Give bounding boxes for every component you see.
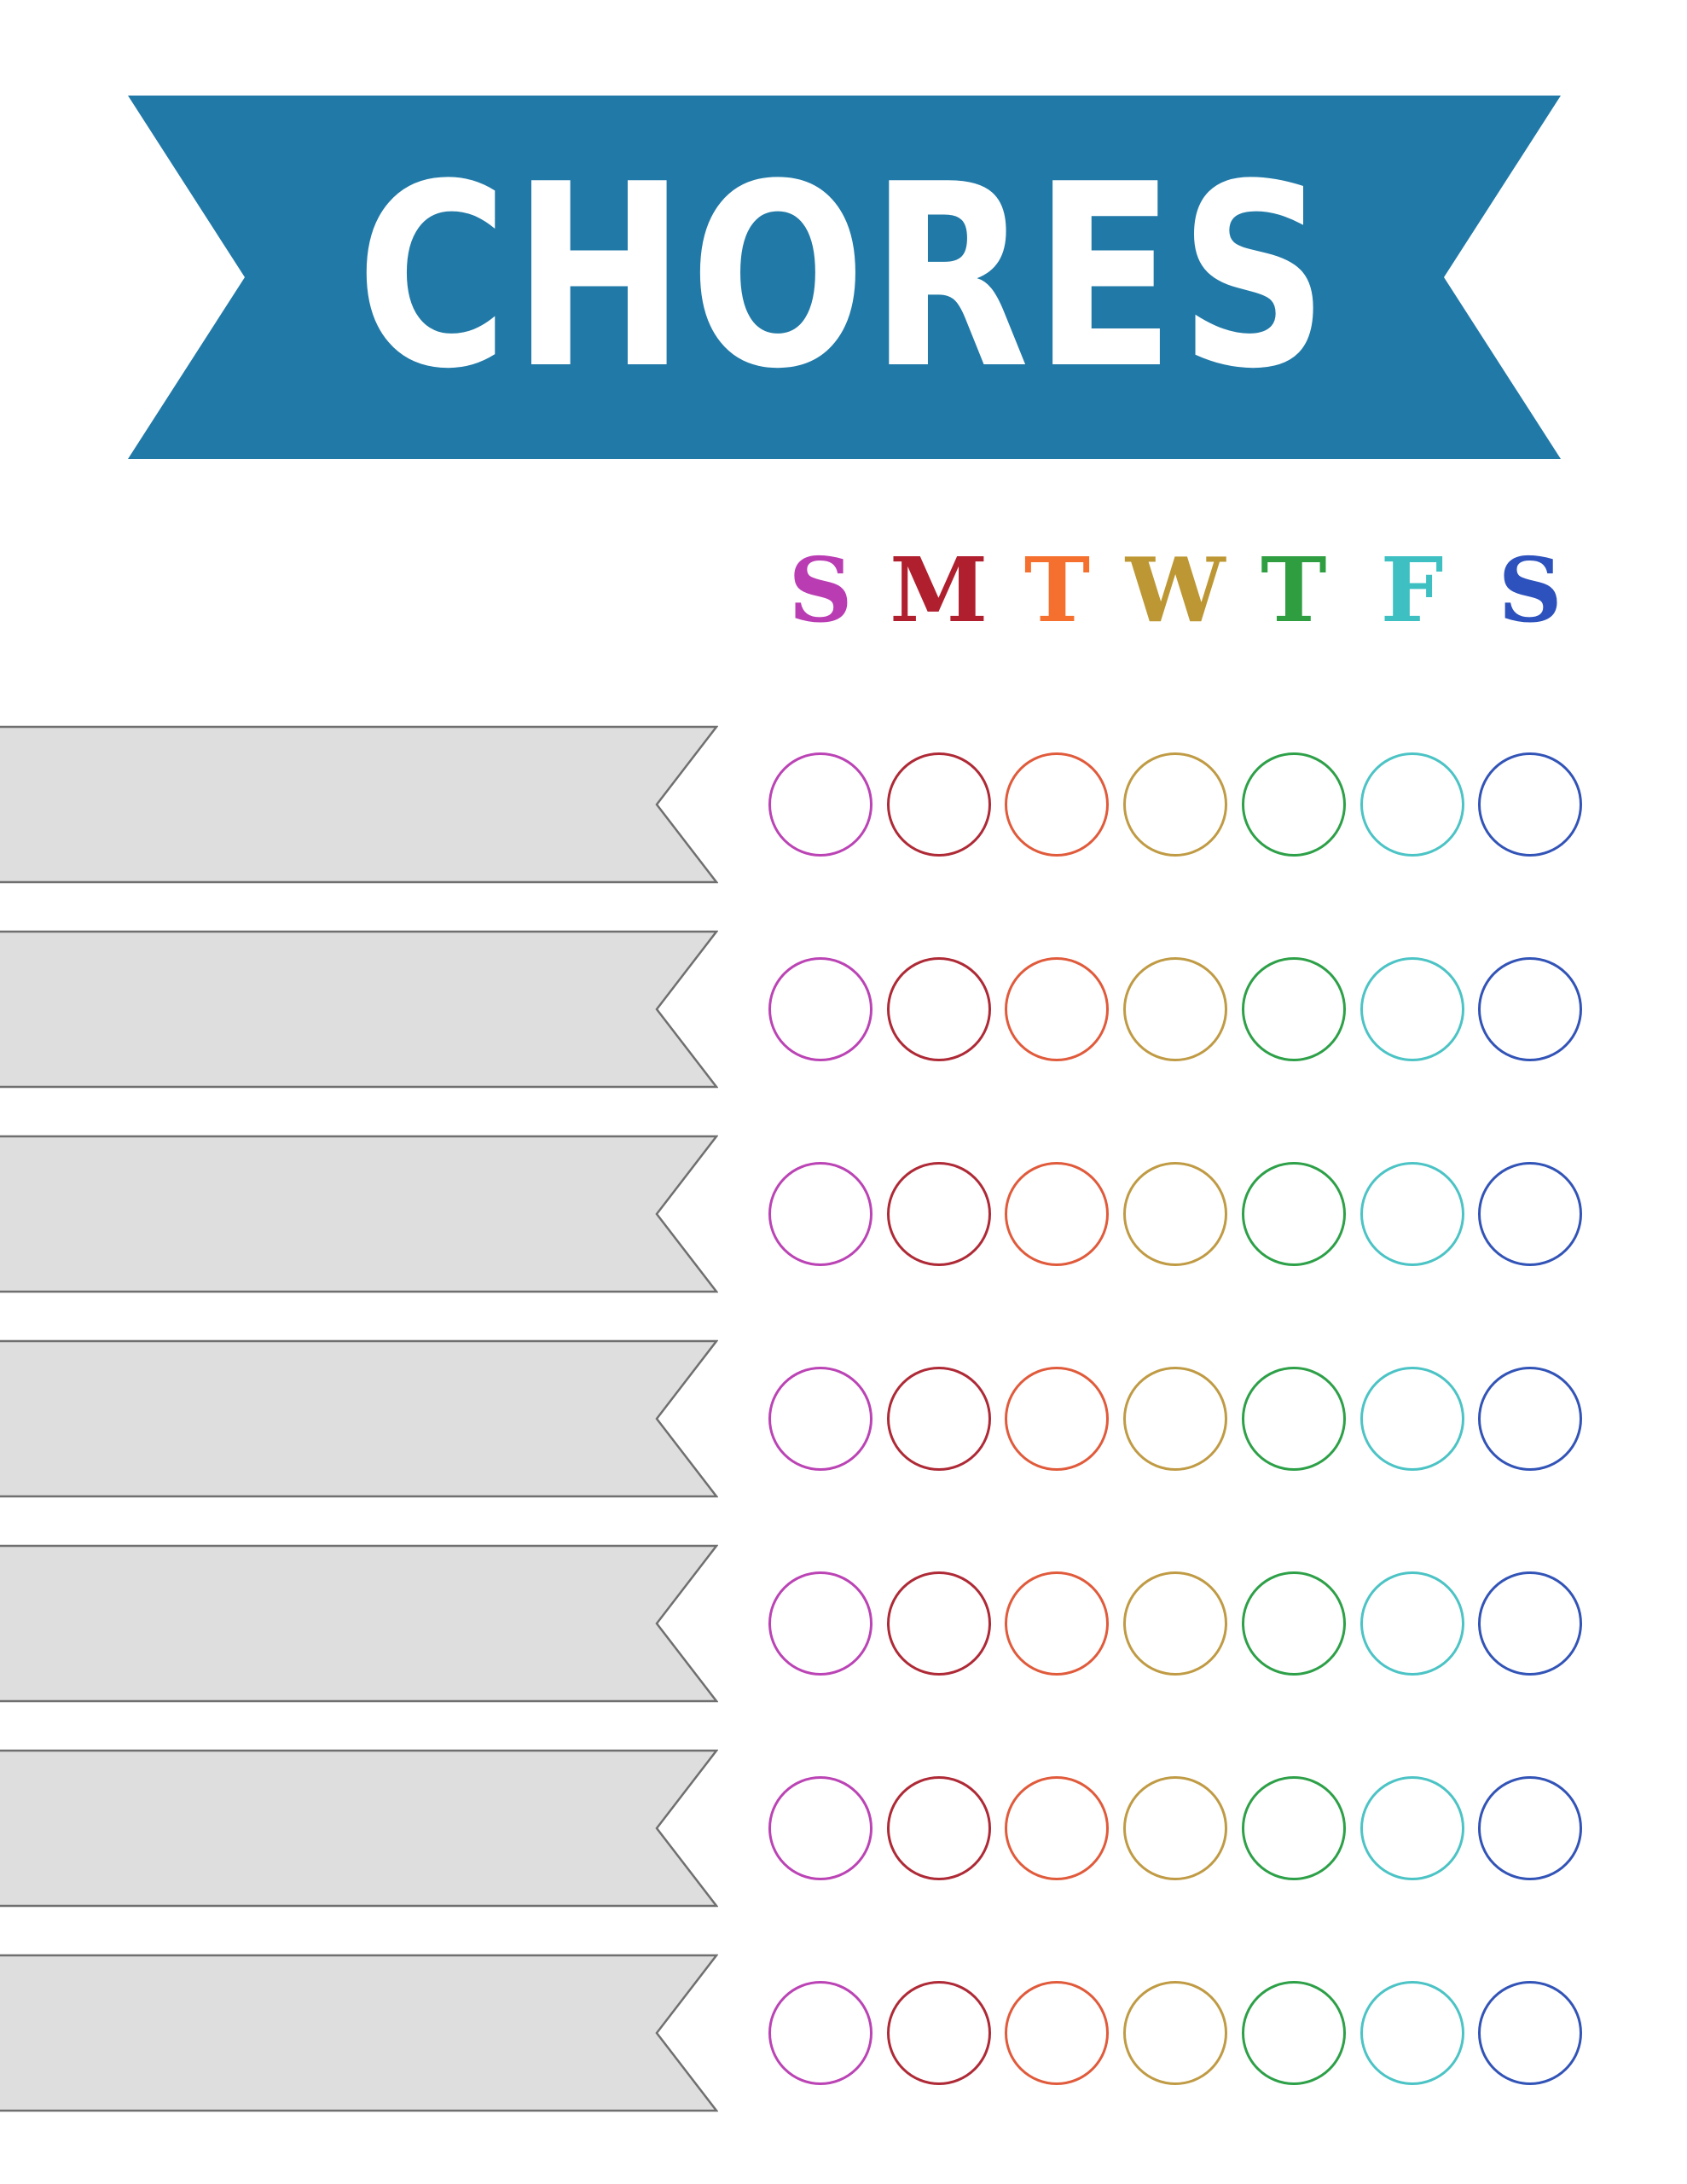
chore-circle-r1-monday[interactable] (886, 752, 991, 857)
chore-circle-r3-wednesday[interactable] (1123, 1162, 1228, 1266)
title-ribbon (128, 96, 1561, 459)
chore-name-field[interactable] (0, 1135, 718, 1293)
chore-circle-r6-wednesday[interactable] (1123, 1776, 1228, 1880)
chore-circle-r7-wednesday[interactable] (1123, 1981, 1228, 2085)
chore-circle-r2-monday[interactable] (886, 957, 991, 1061)
chore-circle-r7-tuesday[interactable] (1005, 1981, 1110, 2085)
chore-circle-r6-tuesday[interactable] (1005, 1776, 1110, 1880)
chore-circle-r2-wednesday[interactable] (1123, 957, 1228, 1061)
chore-circle-r3-thursday[interactable] (1241, 1162, 1346, 1266)
chore-name-field[interactable] (0, 1954, 718, 2112)
chore-circle-r6-friday[interactable] (1359, 1776, 1464, 1880)
chore-circle-r2-friday[interactable] (1359, 957, 1464, 1061)
chore-circle-r5-friday[interactable] (1359, 1571, 1464, 1676)
chore-circle-r4-saturday[interactable] (1478, 1367, 1583, 1471)
chore-circle-r4-thursday[interactable] (1241, 1367, 1346, 1471)
chore-circle-r1-friday[interactable] (1359, 752, 1464, 857)
chore-name-ribbon-shape (0, 1135, 718, 1293)
chore-circle-r1-saturday[interactable] (1478, 752, 1583, 857)
chore-circle-r7-sunday[interactable] (768, 1981, 872, 2085)
chore-circle-r1-thursday[interactable] (1241, 752, 1346, 857)
day-letter-saturday: S (1498, 537, 1562, 642)
chore-circle-r7-friday[interactable] (1359, 1981, 1464, 2085)
chore-circle-r4-wednesday[interactable] (1123, 1367, 1228, 1471)
chore-circle-r6-saturday[interactable] (1478, 1776, 1583, 1880)
chore-circle-r3-tuesday[interactable] (1005, 1162, 1110, 1266)
day-letter-monday: M (890, 537, 988, 642)
chore-name-ribbon-shape (0, 1339, 718, 1498)
chore-circle-r1-sunday[interactable] (768, 752, 872, 857)
day-letter-tuesday: T (1023, 537, 1091, 642)
chore-circle-r3-friday[interactable] (1359, 1162, 1464, 1266)
chore-name-ribbon-shape (0, 725, 718, 884)
chore-circle-r2-sunday[interactable] (768, 957, 872, 1061)
chore-name-field[interactable] (0, 930, 718, 1089)
chore-circle-r2-thursday[interactable] (1241, 957, 1346, 1061)
day-letter-thursday: T (1261, 537, 1327, 642)
chore-name-field[interactable] (0, 725, 718, 884)
chore-circle-r5-wednesday[interactable] (1123, 1571, 1228, 1676)
chore-circle-r6-thursday[interactable] (1241, 1776, 1346, 1880)
chore-circle-r3-saturday[interactable] (1478, 1162, 1583, 1266)
chore-name-field[interactable] (0, 1544, 718, 1703)
day-letter-sunday: S (788, 537, 853, 642)
chore-circle-r4-sunday[interactable] (768, 1367, 872, 1471)
chore-circle-r2-tuesday[interactable] (1005, 957, 1110, 1061)
chore-name-ribbon-shape (0, 1749, 718, 1908)
chore-circle-r5-thursday[interactable] (1241, 1571, 1346, 1676)
chore-name-field[interactable] (0, 1339, 718, 1498)
chore-circle-r6-sunday[interactable] (768, 1776, 872, 1880)
chore-name-ribbon-shape (0, 1544, 718, 1703)
chore-circle-r5-tuesday[interactable] (1005, 1571, 1110, 1676)
chore-circle-r7-saturday[interactable] (1478, 1981, 1583, 2085)
page-title: CHORES (356, 130, 1333, 424)
chore-name-field[interactable] (0, 1749, 718, 1908)
chore-circle-r3-sunday[interactable] (768, 1162, 872, 1266)
chore-circle-r5-sunday[interactable] (768, 1571, 872, 1676)
chore-circle-r7-thursday[interactable] (1241, 1981, 1346, 2085)
chore-circle-r4-tuesday[interactable] (1005, 1367, 1110, 1471)
day-letter-wednesday: W (1125, 537, 1226, 642)
chore-circle-r3-monday[interactable] (886, 1162, 991, 1266)
day-letter-friday: F (1380, 537, 1444, 642)
chore-name-ribbon-shape (0, 930, 718, 1089)
chore-circle-r1-tuesday[interactable] (1005, 752, 1110, 857)
chore-circle-r4-monday[interactable] (886, 1367, 991, 1471)
chore-circle-r6-monday[interactable] (886, 1776, 991, 1880)
chore-circle-r7-monday[interactable] (886, 1981, 991, 2085)
chore-circle-r2-saturday[interactable] (1478, 957, 1583, 1061)
chore-name-ribbon-shape (0, 1954, 718, 2112)
chore-circle-r4-friday[interactable] (1359, 1367, 1464, 1471)
chore-circle-r5-monday[interactable] (886, 1571, 991, 1676)
chore-circle-r1-wednesday[interactable] (1123, 752, 1228, 857)
title-ribbon-shape (128, 96, 1561, 459)
chore-circle-r5-saturday[interactable] (1478, 1571, 1583, 1676)
